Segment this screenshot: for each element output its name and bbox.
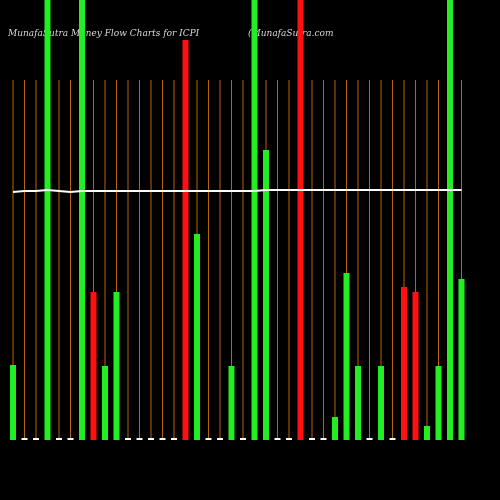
bar [447,0,453,440]
bar [274,438,281,440]
bar [286,438,292,440]
bar [44,0,51,440]
bar [102,366,108,440]
bar [182,40,189,440]
bar [389,438,396,440]
bar [21,438,28,440]
bar [136,438,143,440]
bar [79,0,85,440]
bar [412,292,419,440]
bar [56,438,62,440]
bar [332,417,338,440]
bar [125,438,131,440]
bar [205,438,212,440]
bar [10,365,16,440]
bar [217,438,223,440]
bar [401,287,407,440]
bar [355,366,361,440]
bar [228,366,235,440]
bar [194,234,200,440]
bar [424,426,430,440]
bar [159,438,166,440]
bar [113,292,120,440]
bar [366,438,373,440]
bar [240,438,246,440]
bar [263,150,269,440]
bar [67,438,74,440]
money-flow-line [12,188,462,194]
chart-subtitle: (MunafaSutra.com [248,28,333,39]
bar [309,438,315,440]
bar [435,366,442,440]
chart-title: MunafaSutra Money Flow Charts for ICPI [7,29,200,39]
bar [343,273,350,440]
bar [148,438,154,440]
bar [320,438,327,440]
bar [251,0,258,440]
bar [90,292,97,440]
bar [171,438,177,440]
bar [297,0,304,440]
bar [458,279,465,440]
bar [378,366,384,440]
bar [33,438,39,440]
